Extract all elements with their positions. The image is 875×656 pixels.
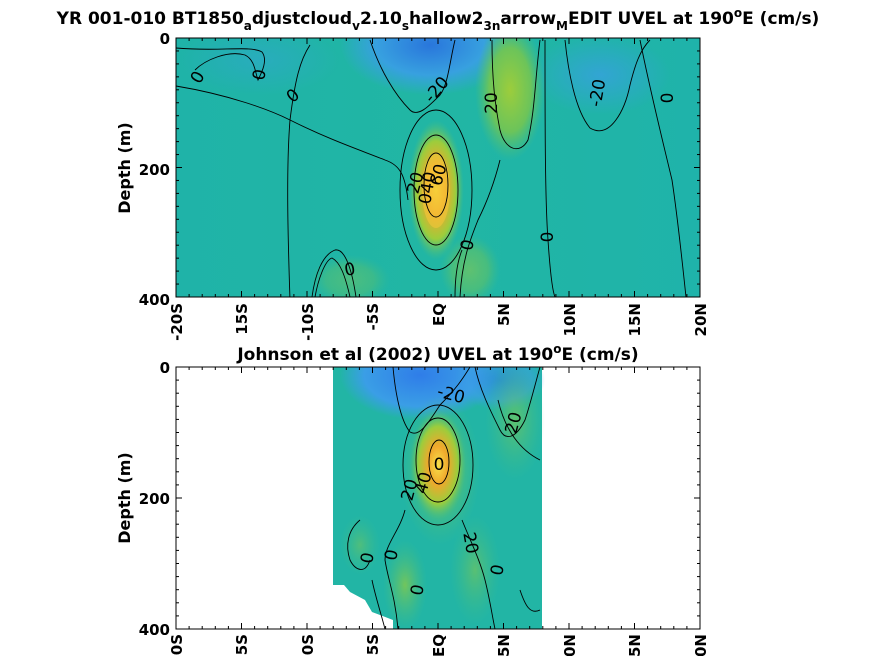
bottom-x-tick-label: 15S xyxy=(233,634,251,656)
bottom-x-tick-label: -10S xyxy=(299,634,317,656)
contour-label: 20 xyxy=(482,92,502,114)
top-ticks xyxy=(175,37,701,298)
contour-label: 0 xyxy=(658,93,678,104)
contour-label: 0 xyxy=(407,583,429,597)
bottom-x-tick-label: 15N xyxy=(626,634,644,656)
bottom-y-axis-label: Depth (m) xyxy=(115,452,134,544)
bottom-contours xyxy=(347,367,541,629)
contour-label: 0 xyxy=(357,551,379,565)
top-x-tick-label: EQ xyxy=(430,303,448,326)
bottom-x-tick-labels: -20S 15S -10S -5S EQ 5N 10N 15N 20N xyxy=(168,634,710,656)
contour-label: 20 xyxy=(458,531,481,556)
bottom-x-tick-label: EQ xyxy=(430,634,448,656)
contour-label: 0 xyxy=(434,455,445,475)
top-y-tick-label: 200 xyxy=(139,161,170,179)
contour-label: -20 xyxy=(586,78,611,109)
bottom-contour-labels: -20 20 0 20 40 0 0 20 0 0 xyxy=(357,382,526,597)
top-x-tick-label: -20S xyxy=(168,303,186,341)
bottom-heatmap xyxy=(333,367,545,629)
top-x-tick-label: -5S xyxy=(364,303,382,330)
top-title: YR 001-010 BT1850adjustcloudv2.10shallow… xyxy=(56,6,820,33)
bottom-y-tick-label: 0 xyxy=(160,359,170,377)
contour-label: 0 xyxy=(487,563,509,577)
top-y-axis-label: Depth (m) xyxy=(115,122,134,214)
contour-label: 0 xyxy=(381,548,403,562)
top-y-tick-label: 0 xyxy=(160,30,170,48)
top-contours xyxy=(176,39,687,297)
top-x-tick-label: -10S xyxy=(299,303,317,341)
top-x-tick-labels: -20S 15S -10S -5S EQ 5N 10N 15N 20N xyxy=(168,303,710,341)
bottom-x-tick-label: 10N xyxy=(561,634,579,656)
top-x-tick-label: 10N xyxy=(561,303,579,336)
bottom-y-tick-label: 400 xyxy=(139,621,170,639)
bottom-x-tick-label: -20S xyxy=(168,634,186,656)
top-x-tick-label: 15S xyxy=(233,303,251,335)
contour-label: 0 xyxy=(343,259,357,281)
bottom-x-tick-label: -5S xyxy=(364,634,382,656)
contour-label: 0 xyxy=(538,232,558,243)
bottom-x-tick-label: 20N xyxy=(692,634,710,656)
top-x-tick-label: 20N xyxy=(692,303,710,336)
top-x-tick-label: 5N xyxy=(495,303,513,326)
contour-label: 0 xyxy=(249,68,271,82)
contour-label: 0 xyxy=(457,238,479,252)
bottom-x-tick-label: 5N xyxy=(495,634,513,656)
top-heatmap xyxy=(176,38,700,297)
top-y-tick-label: 400 xyxy=(139,291,170,309)
bottom-title: Johnson et al (2002) UVEL at 190oE (cm/s… xyxy=(236,342,638,365)
top-x-tick-label: 15N xyxy=(626,303,644,336)
bottom-y-tick-label: 200 xyxy=(139,490,170,508)
bottom-ticks xyxy=(175,366,701,630)
